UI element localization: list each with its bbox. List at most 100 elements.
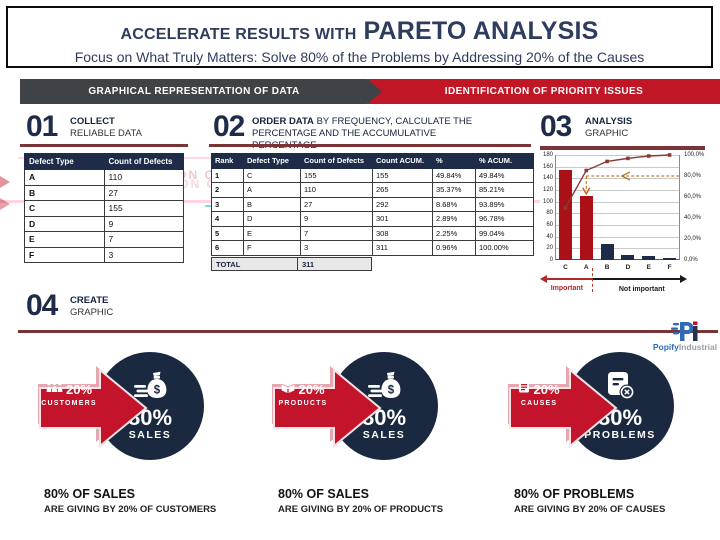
table-cell: 4	[211, 211, 244, 227]
box-icon	[281, 380, 295, 398]
cumulative-line-layer	[563, 153, 680, 210]
step-title-01: COLLECT	[70, 116, 115, 127]
money-bag-icon: $	[365, 371, 403, 406]
caption-title: 80% OF SALES	[278, 487, 369, 501]
table-cell: 6	[211, 240, 244, 256]
table-cell: F	[24, 246, 105, 263]
circle-label: SALES	[128, 429, 172, 442]
total-value: 311	[297, 258, 371, 270]
table-cell: 3	[211, 196, 244, 212]
y-axis-tick-right: 20,0%	[684, 236, 702, 242]
step-title-03: ANALYSIS	[585, 116, 633, 127]
table-cell: 49.84%	[475, 167, 534, 183]
y-axis-tick-left: 0	[549, 257, 553, 263]
chart-gridline	[555, 201, 680, 203]
table-cell: 5	[211, 225, 244, 241]
importance-divider	[591, 268, 593, 292]
ordered-data-table: Rank Defect Type Count of Defects Count ACU…	[211, 153, 534, 256]
y-axis-tick-left: 40	[546, 233, 553, 240]
table-cell: 35.37%	[432, 182, 476, 198]
y-axis-tick-left: 100	[542, 198, 553, 205]
table-cell: 1	[211, 167, 244, 183]
x-axis-label-C: C	[563, 264, 568, 271]
importance-arrowhead-right	[680, 274, 687, 283]
cause-arrow-text: 20% CUSTOMERS	[40, 380, 98, 407]
table-cell: 100.00%	[475, 240, 534, 256]
step-number-03: 03	[540, 110, 572, 143]
column-header: Defect Type	[243, 153, 301, 169]
important-label: Important	[550, 285, 583, 292]
bar-D	[621, 254, 635, 260]
y-axis-tick-left: 180	[542, 152, 553, 158]
table-cell: 311	[372, 240, 433, 256]
bar-B	[600, 244, 614, 260]
caption-title: 80% OF PROBLEMS	[514, 487, 635, 501]
bar-E	[642, 255, 656, 260]
table-cell: 93.89%	[475, 196, 534, 212]
column-header: Defect Type	[24, 153, 105, 170]
svg-text:$: $	[154, 385, 161, 397]
table-row: A 110	[24, 169, 184, 186]
step-label-04: CREATE GRAPHIC	[70, 295, 113, 319]
y-axis-tick-left: 160	[542, 163, 553, 170]
column-header: Count of Defects	[300, 153, 373, 169]
column-header: % ACUM.	[475, 153, 534, 169]
cause-arrow-text: 20% CAUSES	[510, 380, 568, 407]
arrow-percentage: 20%	[533, 381, 560, 397]
table-cell: 110	[300, 182, 373, 198]
table-cell: 8.68%	[432, 196, 476, 212]
y-axis-tick-left: 60	[546, 222, 553, 228]
table-row: 3 B 27 292 8.68% 93.89%	[211, 196, 534, 212]
rule-step-04	[18, 330, 718, 333]
chart-plot-area	[555, 155, 680, 260]
table-header-row: Rank Defect Type Count of Defects Count ACU…	[211, 153, 534, 169]
arrow-label: CAUSES	[520, 400, 558, 407]
table-cell: 265	[372, 182, 433, 198]
chart-gridline	[555, 155, 680, 156]
chart-gridline	[555, 166, 680, 168]
table-cell: B	[24, 184, 105, 201]
money-bag-icon: $	[131, 371, 169, 406]
chart-gridline	[555, 178, 680, 180]
table-cell: 3	[103, 246, 184, 263]
table-cell: 155	[103, 200, 184, 217]
x-axis-label-B: B	[604, 264, 610, 271]
bar-F	[663, 258, 677, 260]
chart-gridline	[555, 213, 680, 215]
caption-subtitle: ARE GIVING BY 20% OF PRODUCTS	[278, 503, 444, 515]
step-number-01: 01	[26, 110, 58, 143]
pareto-chart: 0 20 40 60 80 100 120 140 160 180 0,0% 20,0% 40,0% 60…	[538, 150, 720, 310]
table-cell: 2	[211, 182, 244, 198]
scan-artifact	[0, 176, 10, 188]
page-subtitle: Focus on What Truly Matters: Solve 80% o…	[74, 49, 645, 65]
table-cell: 292	[372, 196, 433, 212]
brand-logo: PopifyIndustrial	[650, 320, 720, 352]
step-number-02: 02	[213, 110, 245, 143]
scan-artifact	[0, 198, 10, 210]
rule-step-03	[540, 146, 705, 150]
not-important-label: Not important	[618, 286, 665, 293]
table-cell: D	[24, 215, 105, 232]
table-cell: 3	[300, 240, 373, 256]
rule-step-01	[20, 144, 188, 147]
y-axis-tick-right: 100,0%	[684, 152, 705, 158]
step-subtitle-03: GRAPHIC	[585, 127, 629, 139]
x-axis-label-F: F	[667, 264, 672, 271]
table-cell: 9	[300, 211, 373, 227]
table-cell: B	[243, 196, 301, 212]
chart-gridline	[555, 236, 680, 238]
rule-step-02	[209, 144, 531, 147]
arrow-percentage: 20%	[298, 381, 325, 397]
table-cell: F	[243, 240, 301, 256]
table-cell: 155	[300, 167, 373, 183]
infographic-caption: 80% OF SALES ARE GIVING BY 20% OF PRODUC…	[278, 487, 444, 515]
y-axis-tick-left: 120	[542, 187, 553, 193]
chart-gridline	[555, 248, 680, 250]
table-cell: C	[243, 167, 301, 183]
y-axis-tick-left: 140	[542, 175, 553, 182]
table-cell: 308	[372, 225, 433, 241]
y-axis-tick-right: 80,0%	[684, 173, 702, 179]
